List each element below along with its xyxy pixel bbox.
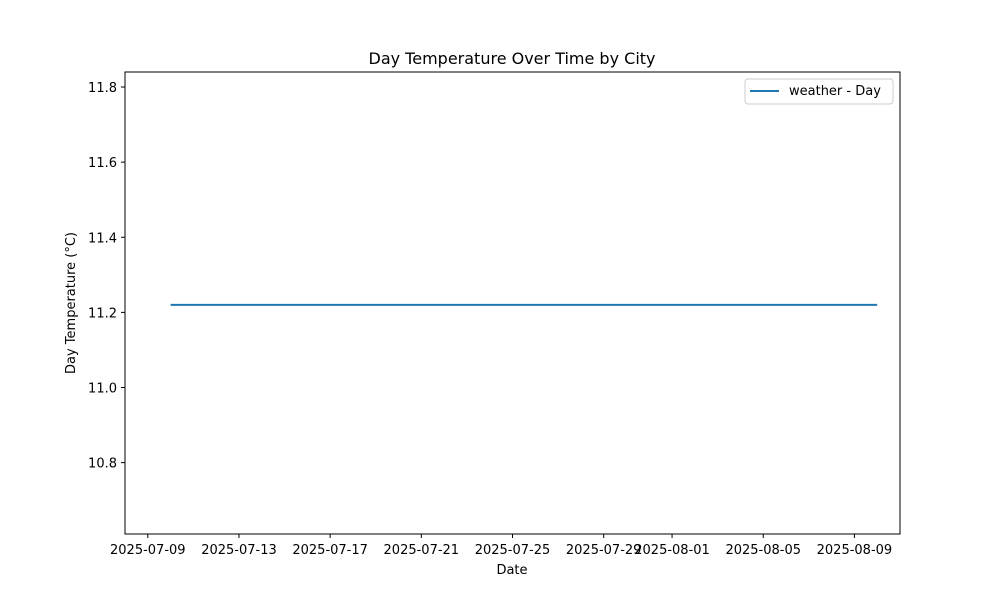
y-axis-ticks: 10.8 11.0 11.2 11.4 11.6 11.8 xyxy=(88,81,125,472)
y-tick-label: 11.0 xyxy=(88,382,117,397)
legend-label: weather - Day xyxy=(789,84,881,99)
chart-title: Day Temperature Over Time by City xyxy=(369,49,656,68)
x-tick-label: 2025-07-25 xyxy=(475,543,551,558)
x-tick-label: 2025-07-21 xyxy=(384,543,460,558)
plot-frame xyxy=(124,71,901,535)
y-tick-label: 11.8 xyxy=(88,81,117,96)
y-tick-label: 11.4 xyxy=(88,231,117,246)
x-tick-label: 2025-07-17 xyxy=(292,543,368,558)
x-tick-label: 2025-08-09 xyxy=(817,543,893,558)
x-axis-label: Date xyxy=(496,563,527,578)
x-tick-label: 2025-07-13 xyxy=(201,543,277,558)
x-tick-label: 2025-07-29 xyxy=(566,543,642,558)
y-tick-label: 11.2 xyxy=(88,306,117,321)
y-tick-label: 11.6 xyxy=(88,156,117,171)
x-tick-label: 2025-08-01 xyxy=(634,543,710,558)
y-axis-label: Day Temperature (°C) xyxy=(64,232,79,374)
legend[interactable]: weather - Day xyxy=(744,78,894,105)
x-axis-ticks: 2025-07-09 2025-07-13 2025-07-17 2025-07-21… xyxy=(110,534,892,558)
y-tick-label: 10.8 xyxy=(88,457,117,472)
x-tick-label: 2025-08-05 xyxy=(725,543,801,558)
legend-box xyxy=(744,78,894,105)
x-tick-label: 2025-07-09 xyxy=(110,543,186,558)
